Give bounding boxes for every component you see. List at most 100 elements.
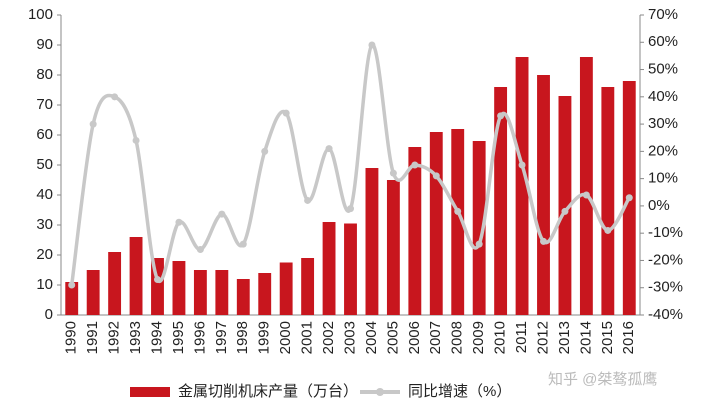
line-marker (89, 120, 97, 128)
line-marker (304, 196, 312, 204)
x-tick-label: 1997 (213, 321, 230, 354)
line-marker (432, 172, 440, 180)
x-tick-label: 2014 (577, 321, 594, 354)
y2-tick-label: 30% (648, 115, 678, 132)
line-marker (561, 207, 569, 215)
legend-label: 金属切削机床产量（万台） (178, 383, 358, 400)
y-tick-label: 100 (28, 6, 53, 23)
bar (558, 96, 572, 315)
y-tick-label: 60 (36, 126, 53, 143)
bar (193, 270, 207, 315)
line-marker (540, 237, 547, 245)
x-tick-label: 1996 (191, 321, 208, 354)
x-tick-label: 2006 (406, 321, 423, 354)
bar (108, 252, 122, 315)
x-tick-label: 2008 (449, 321, 466, 354)
y-tick-label: 20 (36, 246, 53, 263)
line-marker (347, 205, 354, 213)
y2-tick-label: 0% (648, 197, 670, 214)
x-tick-label: 2015 (599, 321, 616, 354)
line-marker (518, 161, 526, 169)
x-tick-label: 1999 (256, 321, 273, 354)
watermark: 知乎 @桀骜孤鹰 (548, 371, 657, 388)
line-marker (625, 194, 633, 202)
line-marker (239, 240, 247, 248)
y-tick-label: 90 (36, 36, 53, 53)
y2-tick-label: -10% (648, 224, 683, 241)
bar (386, 180, 400, 315)
bar (365, 168, 379, 315)
x-tick-label: 1998 (234, 321, 251, 354)
line-marker (111, 93, 119, 101)
y2-tick-label: 10% (648, 170, 678, 187)
y2-tick-label: -30% (648, 279, 683, 296)
y2-tick-label: 60% (648, 33, 678, 50)
x-tick-label: 2010 (492, 321, 509, 354)
line-marker (411, 161, 419, 169)
line-marker (68, 281, 76, 289)
legend-label: 同比增速（%） (408, 383, 511, 400)
bar (601, 87, 615, 315)
line-marker (389, 169, 397, 177)
y2-tick-label: -20% (648, 251, 683, 268)
x-tick-label: 1990 (63, 321, 80, 354)
bar (408, 147, 422, 315)
line-marker (454, 207, 462, 215)
line-marker (282, 109, 290, 117)
x-tick-label: 2016 (620, 321, 637, 354)
x-tick-label: 1992 (106, 321, 123, 354)
y2-tick-label: 70% (648, 6, 678, 23)
x-tick-label: 2005 (384, 321, 401, 354)
line-marker (175, 218, 183, 226)
line-marker (325, 145, 333, 153)
x-tick-label: 2007 (427, 321, 444, 354)
x-tick-label: 1995 (170, 321, 187, 354)
bar (236, 279, 250, 315)
line-marker (368, 41, 376, 49)
x-tick-label: 2003 (341, 321, 358, 354)
bar (451, 129, 465, 315)
y-tick-label: 40 (36, 186, 53, 203)
line-marker (132, 136, 140, 144)
line-marker (475, 240, 483, 248)
y-tick-label: 70 (36, 96, 53, 113)
x-tick-label: 2013 (556, 321, 573, 354)
bar (279, 262, 293, 315)
line-marker (582, 191, 590, 199)
bar (129, 237, 143, 315)
bar (215, 270, 229, 315)
x-tick-label: 2011 (513, 321, 530, 353)
bar (86, 270, 100, 315)
y2-tick-label: 20% (648, 142, 678, 159)
x-tick-label: 1993 (127, 321, 144, 354)
y-tick-label: 10 (36, 276, 53, 293)
bar (344, 223, 357, 315)
x-tick-label: 2000 (277, 321, 294, 354)
line-marker (196, 246, 204, 254)
x-tick-label: 2002 (320, 321, 337, 354)
bar (429, 132, 443, 315)
line-marker (261, 147, 269, 155)
y-tick-label: 80 (36, 66, 53, 83)
bar (472, 141, 486, 315)
y2-tick-label: 40% (648, 88, 678, 105)
x-tick-label: 2004 (363, 321, 380, 354)
y2-tick-label: 50% (648, 61, 678, 78)
x-tick-label: 2009 (470, 321, 487, 354)
y-tick-label: 50 (36, 156, 53, 173)
bar (65, 282, 79, 315)
x-tick-label: 1991 (84, 321, 101, 354)
legend-swatch (130, 387, 170, 397)
y-tick-label: 30 (36, 216, 53, 233)
x-tick-label: 2012 (534, 321, 551, 354)
bar (258, 273, 272, 315)
bar (301, 258, 315, 315)
line-marker (604, 226, 612, 234)
bar (537, 75, 550, 315)
bar (515, 57, 529, 315)
line-marker (218, 210, 226, 218)
line-marker (497, 112, 505, 120)
bar (579, 57, 593, 315)
x-tick-label: 2001 (299, 321, 316, 354)
